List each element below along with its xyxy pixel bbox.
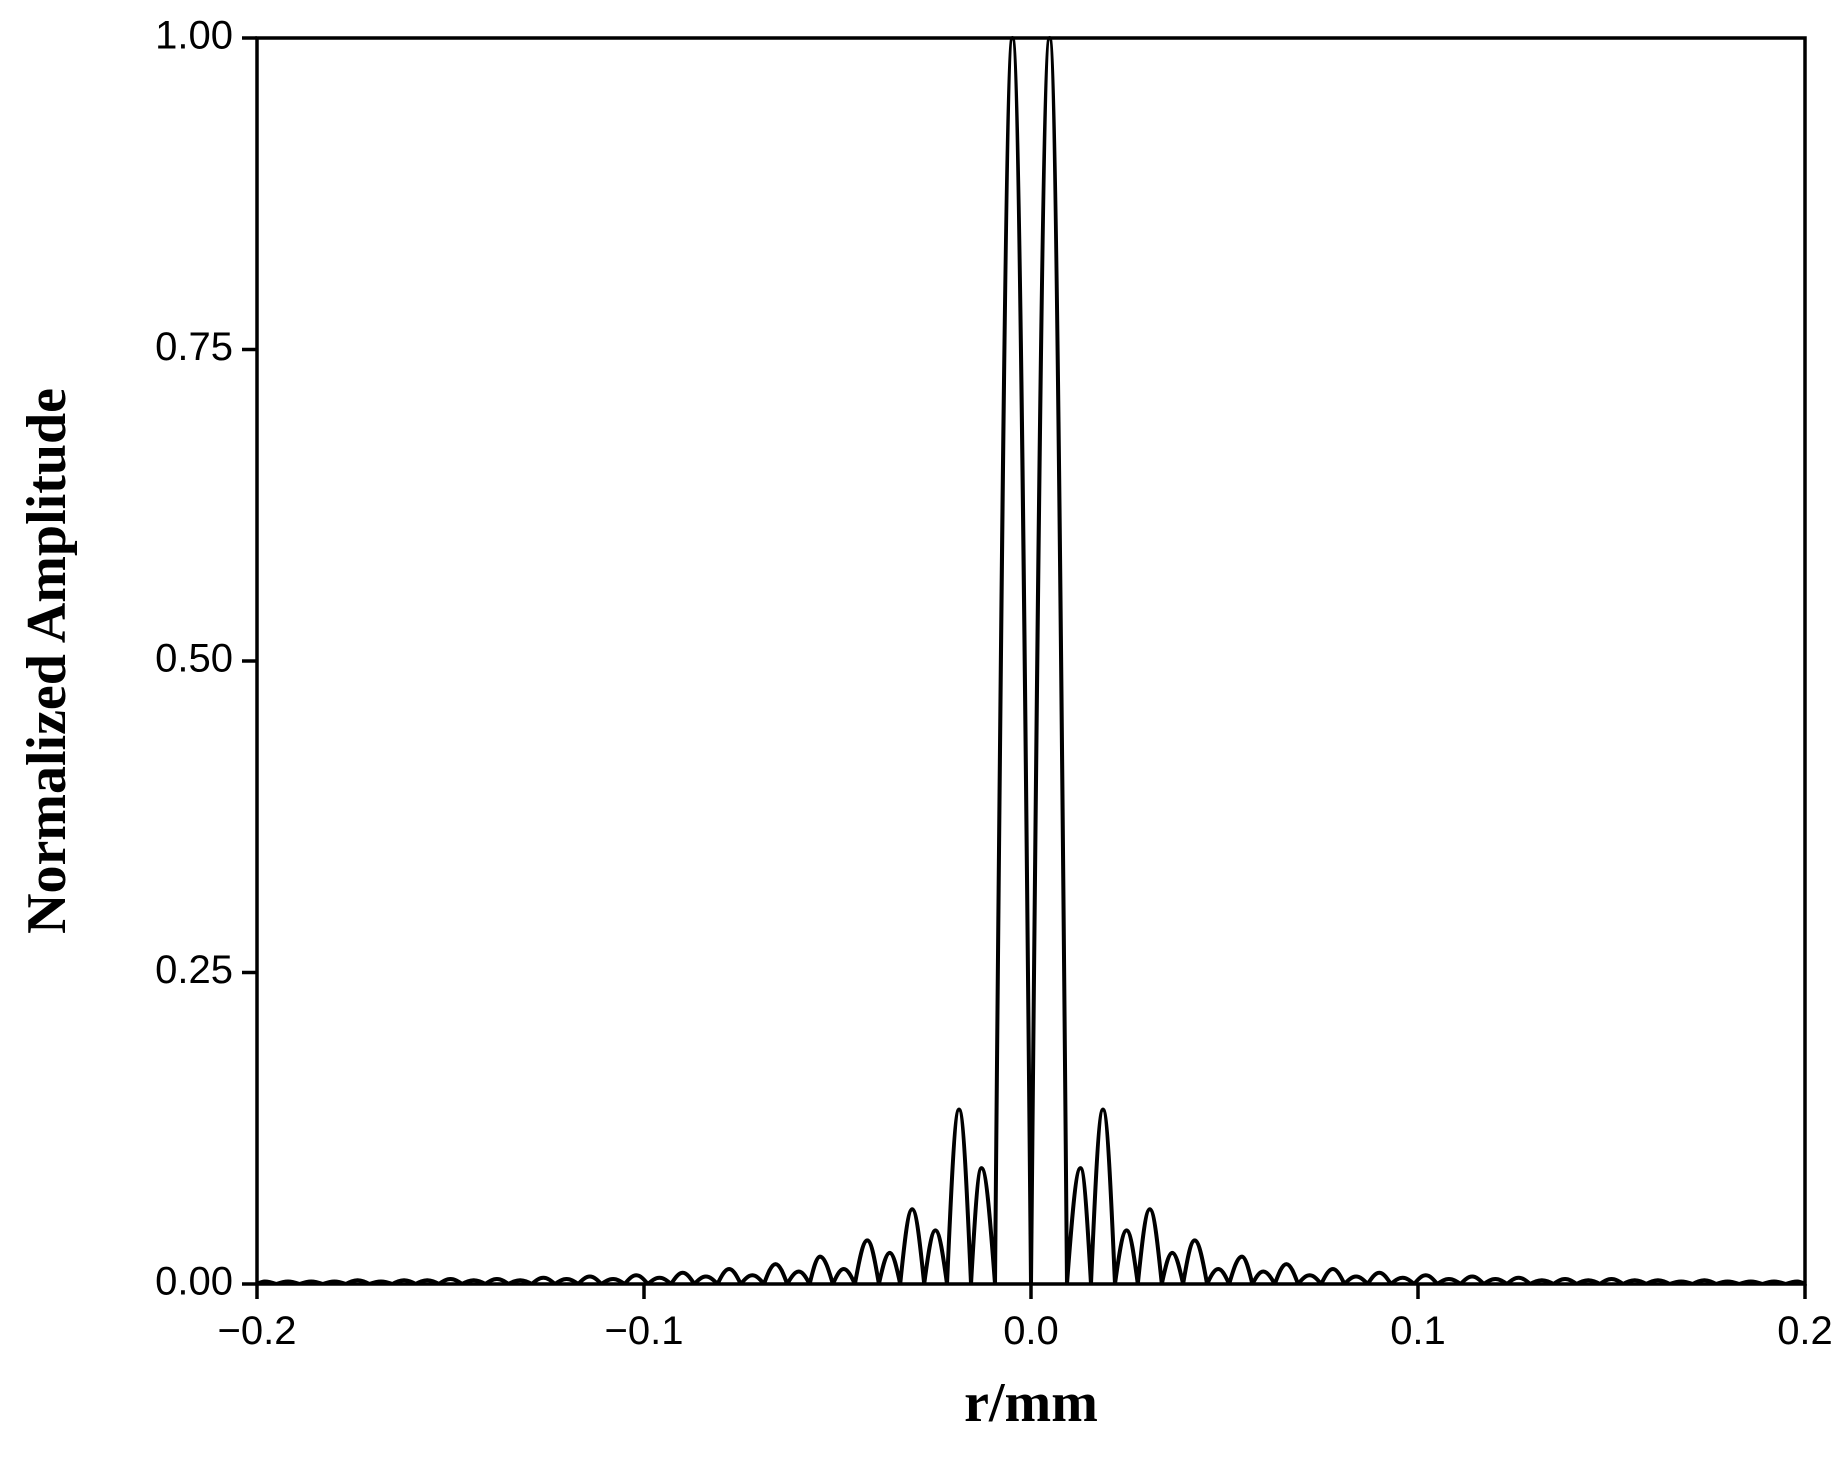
x-axis-title: r/mm bbox=[964, 1372, 1098, 1434]
x-tick-label: 0.0 bbox=[1003, 1309, 1059, 1353]
plot-frame bbox=[255, 36, 1807, 1286]
x-tick-label: 0.1 bbox=[1390, 1309, 1446, 1353]
x-tick-label: −0.2 bbox=[218, 1309, 297, 1353]
y-axis-title: Normalized Amplitude bbox=[16, 388, 78, 934]
line bbox=[257, 36, 1805, 1284]
y-tick-label: 1.00 bbox=[155, 14, 233, 58]
y-tick-label: 0.25 bbox=[155, 948, 233, 992]
x-tick-label: −0.1 bbox=[605, 1309, 684, 1353]
y-tick-label: 0.75 bbox=[155, 325, 233, 369]
x-tick-label: 0.2 bbox=[1777, 1309, 1833, 1353]
y-tick-label: 0.50 bbox=[155, 637, 233, 681]
y-tick-label: 0.00 bbox=[155, 1260, 233, 1304]
